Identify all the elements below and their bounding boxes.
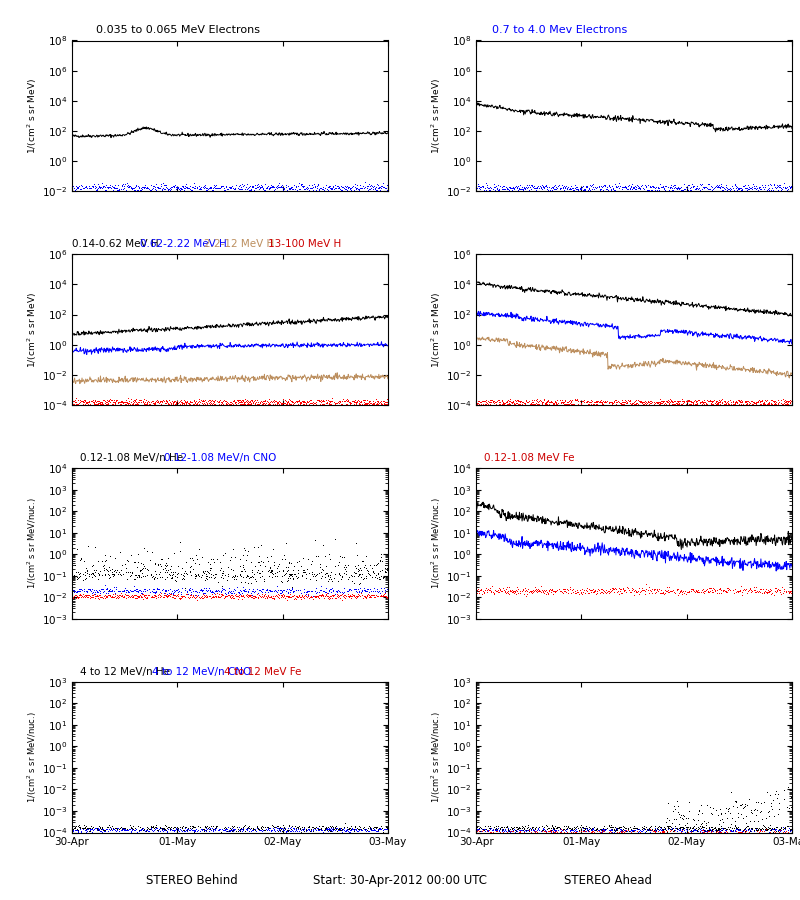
Text: 0.12-1.08 MeV/n He: 0.12-1.08 MeV/n He: [80, 453, 183, 463]
Y-axis label: 1/(cm$^2$ s sr MeV): 1/(cm$^2$ s sr MeV): [26, 292, 38, 368]
Y-axis label: 1/(cm$^2$ s sr MeV/nuc.): 1/(cm$^2$ s sr MeV/nuc.): [26, 498, 39, 590]
Text: STEREO Ahead: STEREO Ahead: [564, 874, 652, 886]
Text: 4 to 12 MeV/n CNO: 4 to 12 MeV/n CNO: [152, 667, 251, 677]
Text: STEREO Behind: STEREO Behind: [146, 874, 238, 886]
Y-axis label: 1/(cm$^2$ s sr MeV): 1/(cm$^2$ s sr MeV): [26, 77, 39, 154]
Y-axis label: 1/(cm$^2$ s sr MeV/nuc.): 1/(cm$^2$ s sr MeV/nuc.): [430, 711, 443, 803]
Text: 0.035 to 0.065 MeV Electrons: 0.035 to 0.065 MeV Electrons: [96, 25, 260, 35]
Y-axis label: 1/(cm$^2$ s sr MeV): 1/(cm$^2$ s sr MeV): [430, 77, 443, 154]
Text: 0.12-1.08 MeV Fe: 0.12-1.08 MeV Fe: [484, 453, 574, 463]
Text: 0.12-1.08 MeV/n CNO: 0.12-1.08 MeV/n CNO: [164, 453, 276, 463]
Text: 13-100 MeV H: 13-100 MeV H: [268, 238, 342, 249]
Y-axis label: 1/(cm$^2$ s sr MeV/nuc.): 1/(cm$^2$ s sr MeV/nuc.): [430, 498, 443, 590]
Text: 0.62-2.22 MeV H: 0.62-2.22 MeV H: [140, 238, 226, 249]
Text: Start: 30-Apr-2012 00:00 UTC: Start: 30-Apr-2012 00:00 UTC: [313, 874, 487, 886]
Text: 4 to 12 MeV Fe: 4 to 12 MeV Fe: [224, 667, 302, 677]
Text: 0.7 to 4.0 Mev Electrons: 0.7 to 4.0 Mev Electrons: [492, 25, 627, 35]
Y-axis label: 1/(cm$^2$ s sr MeV): 1/(cm$^2$ s sr MeV): [430, 292, 443, 368]
Y-axis label: 1/(cm$^2$ s sr MeV/nuc.): 1/(cm$^2$ s sr MeV/nuc.): [26, 711, 38, 803]
Text: 2.2-12 MeV H: 2.2-12 MeV H: [204, 238, 274, 249]
Text: 0.14-0.62 MeV H: 0.14-0.62 MeV H: [72, 238, 158, 249]
Text: 4 to 12 MeV/n He: 4 to 12 MeV/n He: [80, 667, 170, 677]
